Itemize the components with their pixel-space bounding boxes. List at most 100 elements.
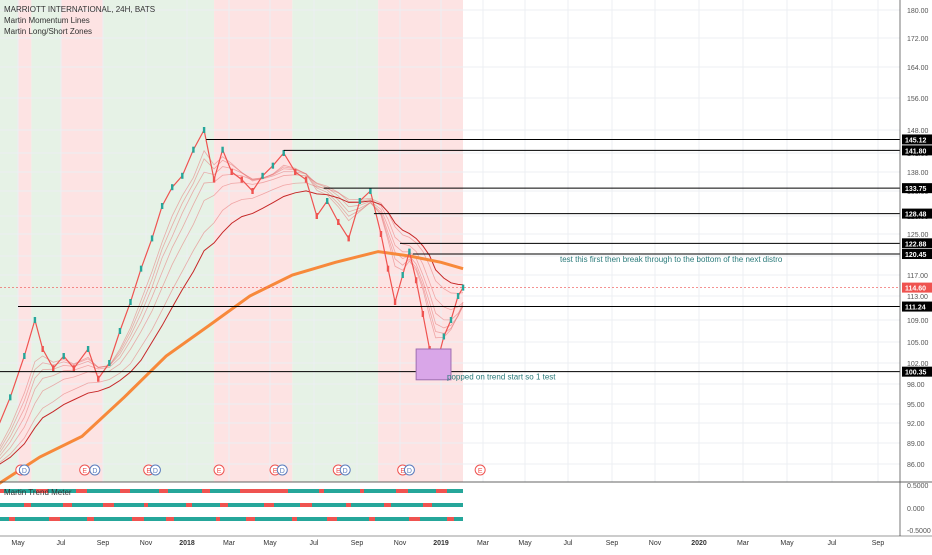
trend-meter-cell: [384, 503, 391, 507]
time-tick-label: 2018: [179, 540, 195, 547]
meter-tick-label: 0.5000: [907, 483, 929, 490]
meter-tick-label: -0.5000: [907, 528, 931, 535]
trend-meter-cell: [76, 489, 87, 493]
trend-meter-cell: [391, 489, 396, 493]
trend-meter-cell: [369, 517, 375, 521]
trend-meter-cell: [318, 517, 327, 521]
zone-short: [61, 0, 103, 482]
zone-short: [18, 0, 32, 482]
trend-meter-cell: [319, 503, 330, 507]
trend-meter-cell: [102, 517, 111, 521]
trend-meter-cell: [292, 503, 300, 507]
price-tick-label: 109.00: [907, 318, 929, 325]
price-axis: 180.00172.00164.00156.00148.00141.00138.…: [902, 8, 932, 535]
trend-meter-cell: [175, 489, 180, 493]
trend-meter-cell: [166, 517, 174, 521]
trend-meter-title[interactable]: Martin Trend Meter: [4, 488, 72, 497]
price-candle: [461, 284, 465, 291]
annotation-box: [415, 348, 452, 381]
symbol-title[interactable]: MARRIOTT INTERNATIONAL, 24H, BATS: [4, 5, 156, 14]
marker-d-icon: [276, 464, 288, 476]
price-candle: [379, 231, 383, 237]
trend-meter-cell: [159, 489, 168, 493]
zone-short: [378, 0, 463, 482]
trend-meter-cell: [384, 489, 391, 493]
marker-e-icon: [213, 464, 225, 476]
trend-meter-cell: [364, 489, 375, 493]
price-candle: [408, 248, 411, 255]
trend-meter-cell: [159, 517, 166, 521]
trend-meter-cell: [31, 489, 36, 493]
trend-meter-cell: [418, 503, 423, 507]
indicator-long-short-zones[interactable]: Martin Long/Short Zones: [4, 27, 93, 36]
time-tick-label: Mar: [477, 540, 490, 547]
marker-label: D: [280, 468, 285, 475]
trend-meter-cell: [175, 503, 186, 507]
grid: [0, 0, 900, 482]
price-candle: [108, 360, 111, 366]
trend-meter-cell: [408, 503, 418, 507]
trend-meter-cell: [228, 503, 240, 507]
price-candle: [139, 265, 143, 272]
price-candle: [240, 176, 243, 183]
indicator-momentum-lines[interactable]: Martin Momentum Lines: [4, 16, 90, 25]
trend-meter-cell: [436, 503, 444, 507]
price-candle: [358, 198, 362, 204]
trend-meter-cell: [454, 517, 462, 521]
price-candle: [449, 317, 453, 323]
price-candle: [150, 235, 154, 242]
price-label-text: 133.75: [905, 186, 927, 193]
trend-meter-cell: [148, 489, 159, 493]
trend-meter-cell: [180, 489, 192, 493]
price-label-text: 100.35: [905, 370, 927, 377]
horizontal-levels: [0, 138, 900, 373]
trend-meter-cell: [360, 503, 364, 507]
price-label-box: [902, 183, 932, 194]
price-tick-label: 95.00: [907, 402, 925, 409]
trend-meter-cell: [94, 517, 102, 521]
time-tick-label: May: [780, 540, 794, 547]
trend-meter-cell: [144, 517, 148, 521]
trend-meter-cell: [231, 517, 238, 521]
price-label-text: 141.80: [905, 148, 927, 155]
price-candle: [62, 353, 65, 359]
trend-meter-cell: [220, 517, 225, 521]
trend-meter-cell: [120, 503, 130, 507]
trend-meter-cell: [252, 489, 264, 493]
marker-label: E: [478, 468, 483, 475]
trend-meter-cell: [247, 489, 252, 493]
trend-meter-cell: [330, 503, 336, 507]
price-candle: [212, 176, 216, 183]
trend-meter-cell: [258, 503, 264, 507]
trend-meter-cell: [303, 517, 310, 521]
trend-meter-cell: [9, 517, 15, 521]
trend-meter-cell: [58, 503, 63, 507]
price-candle: [129, 299, 132, 305]
trend-meter-cell: [49, 517, 60, 521]
trend-meter-cell: [300, 503, 312, 507]
price-tick-label: 172.00: [907, 36, 929, 43]
trend-meter-cell: [288, 517, 292, 521]
trend-meter-cell: [346, 489, 354, 493]
price-candle: [393, 299, 397, 305]
time-tick-label: May: [518, 540, 532, 547]
time-tick-label: May: [11, 540, 25, 547]
trend-meter-cell: [456, 489, 463, 493]
time-tick-label: Nov: [394, 540, 407, 547]
trend-meter-cell: [148, 517, 153, 521]
trend-meter-cell: [231, 489, 240, 493]
trend-meter-cell: [193, 517, 204, 521]
price-tick-label: 164.00: [907, 65, 929, 72]
marker-label: E: [217, 468, 222, 475]
meter-tick-label: 0.000: [907, 506, 925, 513]
trend-meter-cell: [24, 503, 31, 507]
trend-meter-cell: [132, 517, 144, 521]
trend-meter-cell: [375, 517, 382, 521]
trend-meter-cell: [120, 489, 130, 493]
marker-d-icon: [18, 464, 30, 476]
price-candle: [202, 127, 206, 133]
trend-meter-cell: [354, 489, 360, 493]
time-axis: May Jul Sep Nov 2018 Mar May Jul Sep Nov 2019 Mar Ma…: [11, 540, 884, 547]
